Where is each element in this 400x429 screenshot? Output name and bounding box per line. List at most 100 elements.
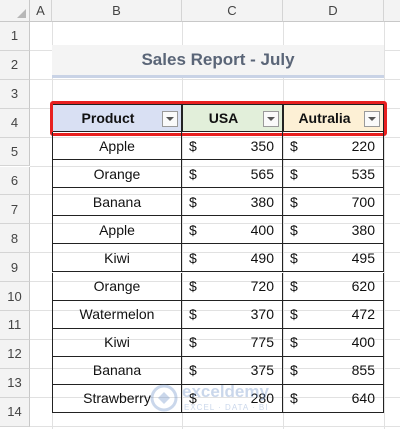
sales-value: 535 bbox=[351, 165, 375, 182]
usa-sales-cell[interactable]: $400 bbox=[182, 216, 283, 245]
currency-symbol: $ bbox=[189, 221, 197, 238]
gridline bbox=[182, 22, 183, 429]
sales-value: 495 bbox=[351, 249, 375, 266]
sales-value: 370 bbox=[250, 306, 274, 323]
sales-value: 640 bbox=[351, 390, 375, 407]
sales-value: 380 bbox=[351, 221, 375, 238]
gridline bbox=[30, 252, 400, 254]
usa-sales-cell[interactable]: $350 bbox=[182, 132, 283, 160]
australia-sales-cell[interactable]: $220 bbox=[283, 132, 384, 160]
column-header-b[interactable]: B bbox=[52, 0, 182, 22]
header-product[interactable]: Product bbox=[52, 104, 182, 132]
australia-sales-cell[interactable]: $700 bbox=[283, 188, 384, 217]
usa-sales-cell[interactable]: $775 bbox=[182, 328, 283, 357]
select-all-corner[interactable] bbox=[0, 0, 30, 22]
sales-value: 280 bbox=[250, 390, 274, 407]
row-header-2[interactable]: 2 bbox=[0, 50, 30, 80]
row-header-14[interactable]: 14 bbox=[0, 397, 30, 427]
row-header-6[interactable]: 6 bbox=[0, 166, 30, 196]
row-header-5[interactable]: 5 bbox=[0, 137, 30, 167]
row-header-12[interactable]: 12 bbox=[0, 339, 30, 369]
row-header-13[interactable]: 13 bbox=[0, 368, 30, 398]
gridline bbox=[384, 22, 385, 429]
usa-sales-cell[interactable]: $370 bbox=[182, 300, 283, 329]
australia-sales-cell[interactable]: $620 bbox=[283, 272, 384, 301]
currency-symbol: $ bbox=[189, 249, 197, 266]
row-header-8[interactable]: 8 bbox=[0, 224, 30, 254]
australia-sales-cell[interactable]: $472 bbox=[283, 300, 384, 329]
report-title: Sales Report - July bbox=[52, 45, 384, 78]
product-cell[interactable]: Apple bbox=[52, 216, 182, 245]
header-australia-label: Autralia bbox=[298, 110, 351, 126]
sales-value: 855 bbox=[351, 362, 375, 379]
header-product-label: Product bbox=[81, 110, 135, 126]
row-header-4[interactable]: 4 bbox=[0, 108, 30, 138]
currency-symbol: $ bbox=[189, 193, 197, 210]
australia-sales-cell[interactable]: $380 bbox=[283, 216, 384, 245]
australia-sales-cell[interactable]: $640 bbox=[283, 384, 384, 413]
usa-sales-cell[interactable]: $565 bbox=[182, 160, 283, 189]
gridline bbox=[30, 425, 400, 427]
gridline bbox=[30, 367, 400, 369]
filter-dropdown-icon[interactable] bbox=[364, 111, 380, 127]
currency-symbol: $ bbox=[290, 221, 298, 238]
currency-symbol: $ bbox=[290, 278, 298, 294]
column-header-e[interactable] bbox=[384, 0, 400, 22]
australia-sales-cell[interactable]: $400 bbox=[283, 328, 384, 357]
sales-value: 350 bbox=[250, 137, 274, 154]
gridline bbox=[30, 223, 400, 225]
currency-symbol: $ bbox=[290, 306, 298, 323]
sales-value: 380 bbox=[250, 193, 274, 210]
product-cell[interactable]: Orange bbox=[52, 272, 182, 301]
product-cell[interactable]: Strawberry bbox=[52, 384, 182, 413]
currency-symbol: $ bbox=[189, 306, 197, 323]
column-header-a[interactable]: A bbox=[30, 0, 52, 22]
usa-sales-cell[interactable]: $380 bbox=[182, 188, 283, 217]
usa-sales-cell[interactable]: $490 bbox=[182, 244, 283, 273]
filter-dropdown-icon[interactable] bbox=[162, 111, 178, 127]
product-cell[interactable]: Apple bbox=[52, 132, 182, 160]
usa-sales-cell[interactable]: $375 bbox=[182, 356, 283, 385]
gridline bbox=[30, 338, 400, 340]
gridline bbox=[30, 165, 400, 167]
gridline bbox=[30, 281, 400, 283]
gridline bbox=[30, 310, 400, 311]
currency-symbol: $ bbox=[290, 390, 298, 407]
product-cell[interactable]: Banana bbox=[52, 188, 182, 217]
currency-symbol: $ bbox=[290, 193, 298, 210]
header-australia[interactable]: Autralia bbox=[283, 104, 384, 132]
column-header-d[interactable]: D bbox=[283, 0, 384, 22]
gridline bbox=[30, 78, 400, 80]
row-header-9[interactable]: 9 bbox=[0, 253, 30, 283]
usa-sales-cell[interactable]: $720 bbox=[182, 272, 283, 301]
australia-sales-cell[interactable]: $495 bbox=[283, 244, 384, 273]
product-cell[interactable]: Banana bbox=[52, 356, 182, 385]
currency-symbol: $ bbox=[290, 165, 298, 182]
product-cell[interactable]: Orange bbox=[52, 160, 182, 189]
sales-value: 490 bbox=[250, 249, 274, 266]
row-header-1[interactable]: 1 bbox=[0, 22, 30, 51]
usa-sales-cell[interactable]: $280 bbox=[182, 384, 283, 413]
row-header-7[interactable]: 7 bbox=[0, 195, 30, 225]
australia-sales-cell[interactable]: $535 bbox=[283, 160, 384, 189]
sales-value: 220 bbox=[351, 137, 375, 154]
row-header-3[interactable]: 3 bbox=[0, 79, 30, 109]
currency-symbol: $ bbox=[189, 278, 197, 294]
currency-symbol: $ bbox=[189, 165, 197, 182]
australia-sales-cell[interactable]: $855 bbox=[283, 356, 384, 385]
currency-symbol: $ bbox=[290, 137, 298, 154]
currency-symbol: $ bbox=[189, 362, 197, 379]
currency-symbol: $ bbox=[189, 390, 197, 407]
sales-value: 375 bbox=[250, 362, 274, 379]
gridline bbox=[283, 22, 284, 429]
row-header-11[interactable]: 11 bbox=[0, 311, 30, 340]
column-header-c[interactable]: C bbox=[182, 0, 283, 22]
row-header-10[interactable]: 10 bbox=[0, 282, 30, 311]
header-usa[interactable]: USA bbox=[182, 104, 283, 132]
filter-dropdown-icon[interactable] bbox=[263, 111, 279, 127]
product-cell[interactable]: Kiwi bbox=[52, 328, 182, 357]
gridline bbox=[30, 194, 400, 196]
product-cell[interactable]: Kiwi bbox=[52, 244, 182, 273]
product-cell[interactable]: Watermelon bbox=[52, 300, 182, 329]
sales-value: 472 bbox=[351, 306, 375, 323]
